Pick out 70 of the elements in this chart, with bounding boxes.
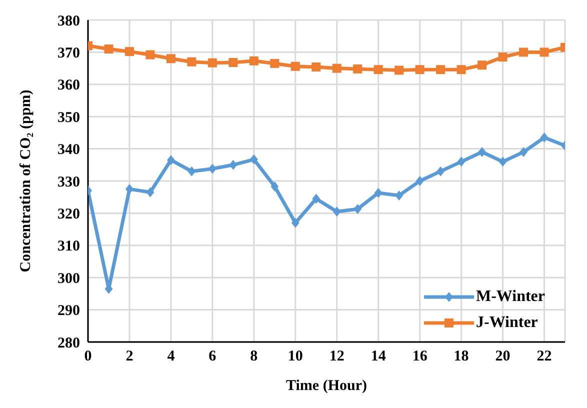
point xyxy=(395,190,404,200)
point xyxy=(498,156,507,167)
y-tick-label: 290 xyxy=(58,303,80,320)
point xyxy=(394,66,404,75)
point xyxy=(208,58,217,68)
point xyxy=(208,164,216,174)
point xyxy=(166,54,176,64)
point xyxy=(312,62,321,72)
x-tick-label: 6 xyxy=(208,348,217,365)
point xyxy=(146,187,154,198)
point xyxy=(146,50,155,60)
point xyxy=(478,147,486,158)
point xyxy=(332,206,341,217)
point xyxy=(456,65,466,74)
point xyxy=(125,184,134,194)
point xyxy=(249,56,258,66)
point xyxy=(353,64,362,74)
point xyxy=(415,65,424,74)
x-axis-title: Time (Hour) xyxy=(286,378,367,394)
point xyxy=(436,65,446,74)
y-tick-label: 330 xyxy=(58,174,80,190)
point xyxy=(229,160,238,170)
legend-label: J-Winter xyxy=(476,314,538,332)
y-tick-label: 300 xyxy=(58,270,80,287)
point xyxy=(291,218,300,228)
point xyxy=(354,204,362,214)
point xyxy=(312,194,320,204)
point xyxy=(187,57,196,66)
y-tick-label: 280 xyxy=(58,335,80,352)
y-tick-label: 360 xyxy=(58,78,80,94)
legend-label: M-Winter xyxy=(476,288,545,306)
point xyxy=(478,60,487,70)
y-tick-label: 310 xyxy=(58,238,80,255)
y-tick-label: 340 xyxy=(58,142,80,158)
x-tick-label: 14 xyxy=(370,348,386,365)
x-tick-label: 0 xyxy=(84,348,92,365)
x-tick-label: 8 xyxy=(250,348,258,365)
point xyxy=(498,52,508,62)
x-tick-label: 12 xyxy=(329,348,344,365)
point xyxy=(520,147,528,158)
point xyxy=(270,181,279,192)
point xyxy=(519,48,528,57)
y-axis-title: Concentration of CO₂ (ppm) xyxy=(18,90,34,272)
point xyxy=(416,176,424,186)
point xyxy=(374,188,382,198)
point xyxy=(436,166,445,176)
point xyxy=(270,58,280,68)
point xyxy=(332,64,342,73)
x-tick-label: 20 xyxy=(495,348,510,365)
y-tick-label: 320 xyxy=(58,206,80,223)
point xyxy=(374,65,383,74)
x-tick-label: 16 xyxy=(412,348,428,365)
point xyxy=(228,58,238,68)
point xyxy=(457,156,466,167)
point xyxy=(104,44,114,54)
x-tick-label: 18 xyxy=(454,348,469,365)
point xyxy=(124,47,134,56)
point xyxy=(290,62,300,71)
y-tick-label: 380 xyxy=(58,13,80,30)
y-tick-label: 350 xyxy=(58,110,80,126)
x-tick-label: 10 xyxy=(288,348,303,365)
x-tick-label: 22 xyxy=(536,348,552,365)
point xyxy=(250,154,258,164)
y-tick-label: 370 xyxy=(58,46,80,62)
point xyxy=(540,132,548,143)
point xyxy=(166,155,175,166)
x-tick-label: 2 xyxy=(126,348,134,365)
point xyxy=(540,48,549,57)
x-tick-label: 4 xyxy=(167,348,176,365)
point xyxy=(188,166,196,176)
